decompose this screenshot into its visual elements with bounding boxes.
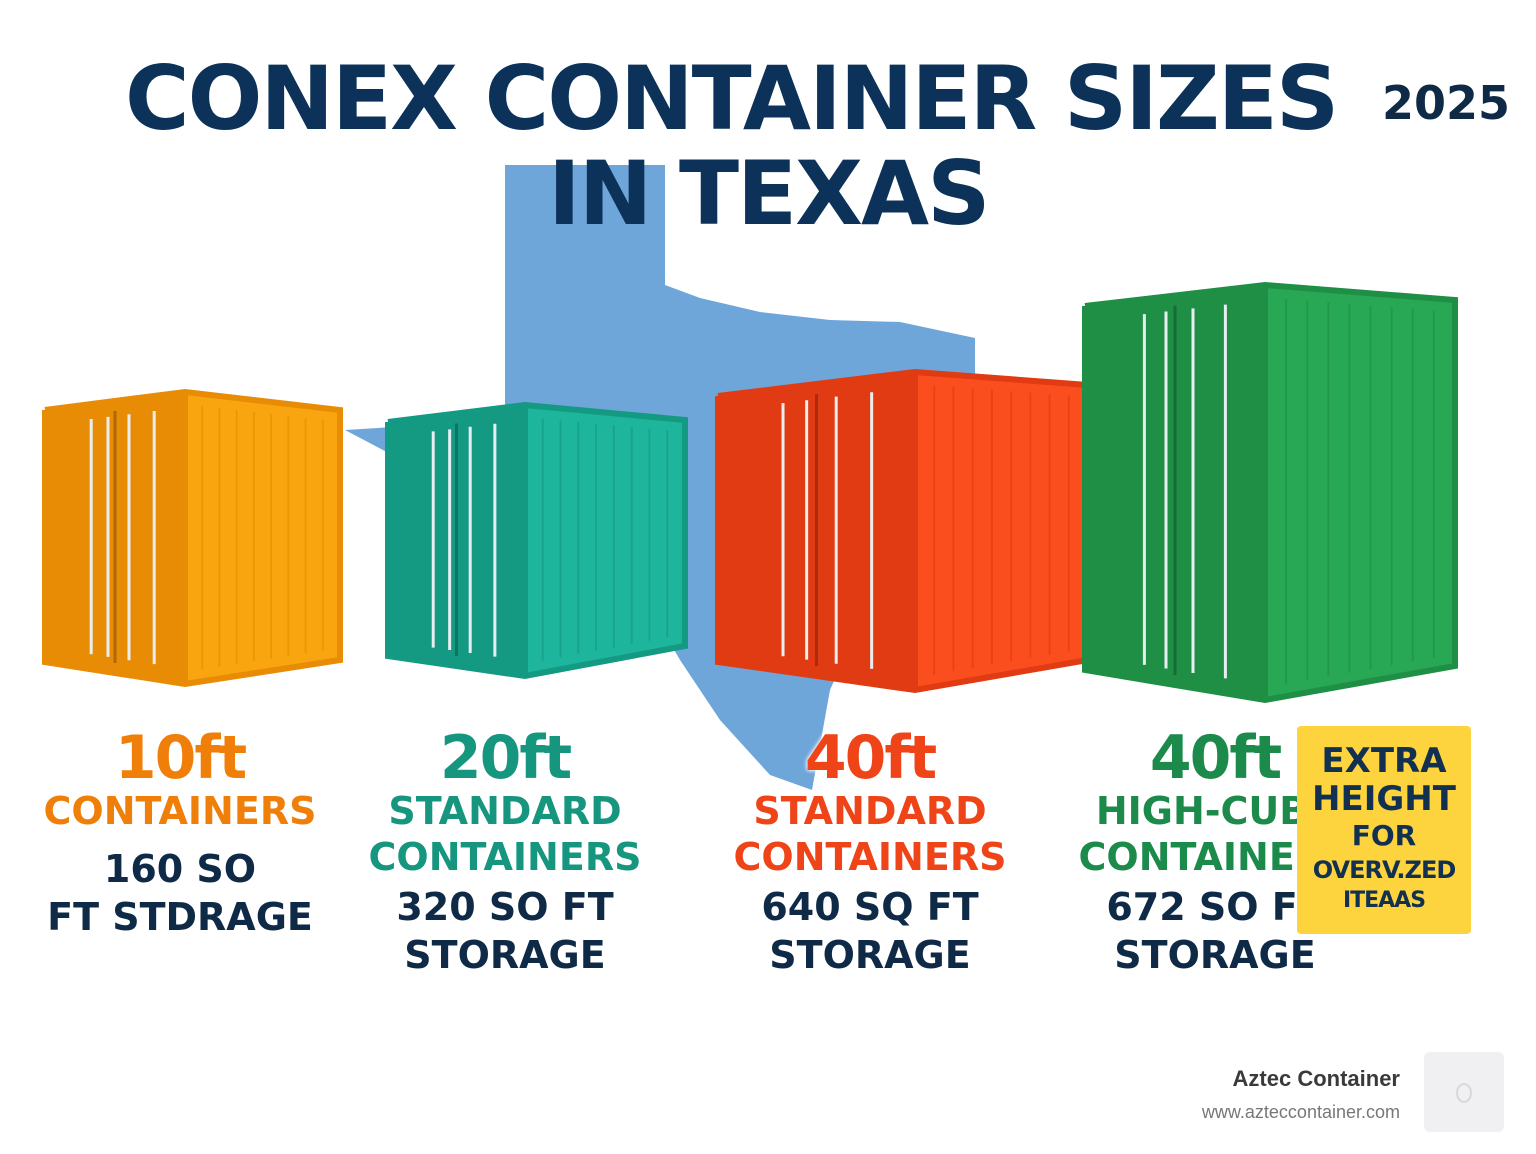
title-line-1: CONEX CONTAINER SIZES: [125, 47, 1339, 150]
extra-height-badge: EXTRA HEIGHT FOR OVERV.ZED ITEAAS: [1297, 726, 1471, 934]
label-20ft: 20ft STANDARD CONTAINERS 320 SO FT STORA…: [325, 728, 685, 974]
storage-label: 672 SO FT: [1106, 885, 1324, 929]
container-side-panel: [915, 372, 1088, 690]
brand-block: Aztec Container www.azteccontainer.com: [1202, 1066, 1400, 1123]
container-side-panel: [1265, 285, 1455, 700]
storage-label: FT STDRAGE: [47, 895, 313, 939]
storage-label: STORAGE: [1114, 933, 1316, 977]
label-10ft: 10ft CONTAINERS 160 SO FT STDRAGE: [0, 728, 360, 936]
type-label: STANDARD: [388, 789, 622, 833]
type-label: CONTAINERS: [368, 835, 642, 879]
type-label: HIGH-CUBE: [1095, 789, 1335, 833]
size-label: 10ft: [114, 723, 247, 793]
size-label: 40ft: [1149, 723, 1282, 793]
container-front-doors: [1085, 285, 1265, 700]
storage-label: 640 SQ FT: [761, 885, 979, 929]
size-label: 40ft: [804, 723, 937, 793]
type-label: STANDARD: [753, 789, 987, 833]
badge-line: ITEAAS: [1342, 888, 1426, 913]
type-label: CONTAINERS: [43, 789, 317, 833]
type-label: CONTAINERS: [733, 835, 1007, 879]
container-40ft: [715, 368, 1091, 694]
container-20ft: [385, 401, 688, 680]
storage-label: 320 SO FT: [396, 885, 614, 929]
storage-label: STORAGE: [769, 933, 971, 977]
brand-url[interactable]: www.azteccontainer.com: [1201, 1102, 1400, 1122]
container-side-panel: [185, 392, 340, 684]
container-side-panel: [525, 405, 685, 676]
container-40ft: [1082, 281, 1458, 704]
container-front-doors: [45, 392, 185, 684]
aztec-logo-icon: [1424, 1052, 1504, 1132]
container-front-doors: [718, 372, 915, 690]
storage-label: STORAGE: [404, 933, 606, 977]
title-year: 2025: [1382, 76, 1511, 130]
storage-label: 160 SO: [103, 847, 257, 891]
container-10ft: [42, 388, 343, 688]
badge-line: FOR: [1351, 819, 1417, 852]
container-front-doors: [388, 405, 525, 676]
badge-line: OVERV.ZED: [1312, 856, 1457, 884]
title-line-2: IN TEXAS: [548, 142, 990, 245]
size-label: 20ft: [439, 723, 572, 793]
label-40ft-standard: 40ft STANDARD CONTAINERS 640 SQ FT STORA…: [690, 728, 1050, 974]
badge-line: EXTRA: [1321, 741, 1447, 781]
brand-name: Aztec Container: [1232, 1066, 1400, 1091]
badge-line: HEIGHT: [1312, 779, 1456, 819]
